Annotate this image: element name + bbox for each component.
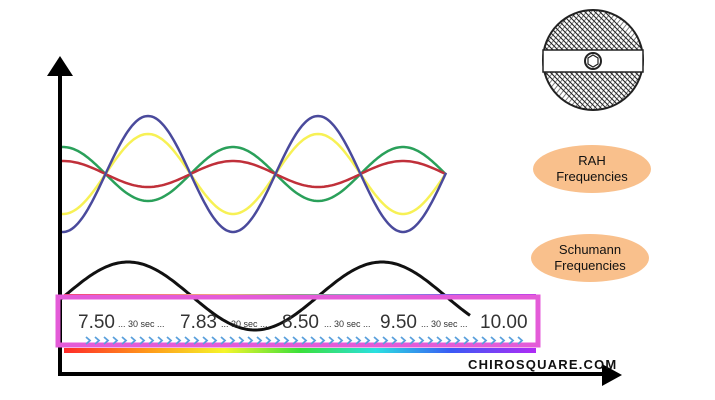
y-axis-arrow-head-icon: [47, 56, 73, 76]
chevron-icon: [220, 336, 227, 345]
chevron-icon: [202, 336, 209, 345]
frequency-value: 8.50: [282, 312, 319, 333]
x-axis-arrow-head-icon: [602, 364, 622, 386]
chevron-icon: [490, 336, 497, 345]
chevron-icon: [211, 336, 218, 345]
sequence-frame: [55, 294, 541, 348]
chevron-icon: [94, 336, 101, 345]
schumann-label-line-1: Schumann: [558, 242, 622, 257]
frequency-value: 7.50: [78, 312, 115, 333]
chevron-icon: [193, 336, 200, 345]
green-wave: [62, 145, 447, 203]
chevron-icon: [85, 336, 92, 345]
chevron-icon: [481, 336, 488, 345]
schumann-label-line-2: Frequencies: [554, 258, 626, 273]
chevron-icon: [472, 336, 479, 345]
chevron-icon: [310, 336, 317, 345]
chevron-icon: [463, 336, 470, 345]
frequency-value: 10.00: [480, 312, 528, 333]
chevron-icon: [346, 336, 353, 345]
schumann-frequencies-label: Schumann Frequencies: [531, 234, 649, 282]
rah-waves: [62, 114, 448, 234]
chevron-icon: [517, 336, 524, 345]
chevron-icon: [103, 336, 110, 345]
frequency-value: 9.50: [380, 312, 417, 333]
interval-label: ... 30 sec ...: [221, 319, 268, 329]
chevron-icon: [418, 336, 425, 345]
chevron-icon: [139, 336, 146, 345]
chevron-icon: [166, 336, 173, 345]
chevron-icon: [283, 336, 290, 345]
yellow-wave: [62, 132, 448, 216]
chevron-icon: [373, 336, 380, 345]
chevron-icon: [508, 336, 515, 345]
chevron-icon: [328, 336, 335, 345]
seal-emblem-icon: [542, 9, 644, 111]
chevron-icon: [364, 336, 371, 345]
chevron-icon: [337, 336, 344, 345]
chevron-icon: [184, 336, 191, 345]
chevron-icon: [112, 336, 119, 345]
chevron-icon: [301, 336, 308, 345]
chevron-icon: [175, 336, 182, 345]
blue-wave: [62, 114, 448, 234]
chevron-icon: [157, 336, 164, 345]
rah-frequencies-label: RAH Frequencies: [533, 145, 651, 193]
chevron-icon: [319, 336, 326, 345]
chevron-icon: [427, 336, 434, 345]
rainbow-band-bottom: [64, 348, 536, 353]
chevron-icon: [382, 336, 389, 345]
chevron-icon: [229, 336, 236, 345]
chevron-icon: [499, 336, 506, 345]
rah-label-line-1: RAH: [578, 153, 606, 168]
chevron-icon: [391, 336, 398, 345]
chevron-icon: [238, 336, 245, 345]
frequency-value: 7.83: [180, 312, 217, 333]
chevron-icon: [445, 336, 452, 345]
brand-text: CHIROSQUARE.COM: [468, 357, 618, 372]
chevron-icon: [130, 336, 137, 345]
schumann-wave: [57, 260, 471, 332]
chevron-icon: [256, 336, 263, 345]
chevron-icon: [409, 336, 416, 345]
interval-label: ... 30 sec ...: [118, 319, 165, 329]
chevron-icon: [436, 336, 443, 345]
interval-label: ... 30 sec ...: [324, 319, 371, 329]
chevron-icon: [148, 336, 155, 345]
interval-label: ... 30 sec ...: [421, 319, 468, 329]
chevron-icon: [454, 336, 461, 345]
chevron-icon: [355, 336, 362, 345]
red-wave: [62, 159, 447, 189]
chevron-icon: [265, 336, 272, 345]
progress-chevrons: [85, 336, 524, 345]
chevron-icon: [400, 336, 407, 345]
chevron-icon: [274, 336, 281, 345]
chevron-icon: [121, 336, 128, 345]
chevron-icon: [247, 336, 254, 345]
chevron-icon: [292, 336, 299, 345]
rah-label-line-2: Frequencies: [556, 169, 628, 184]
